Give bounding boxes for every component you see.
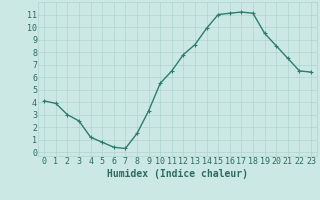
X-axis label: Humidex (Indice chaleur): Humidex (Indice chaleur): [107, 169, 248, 179]
